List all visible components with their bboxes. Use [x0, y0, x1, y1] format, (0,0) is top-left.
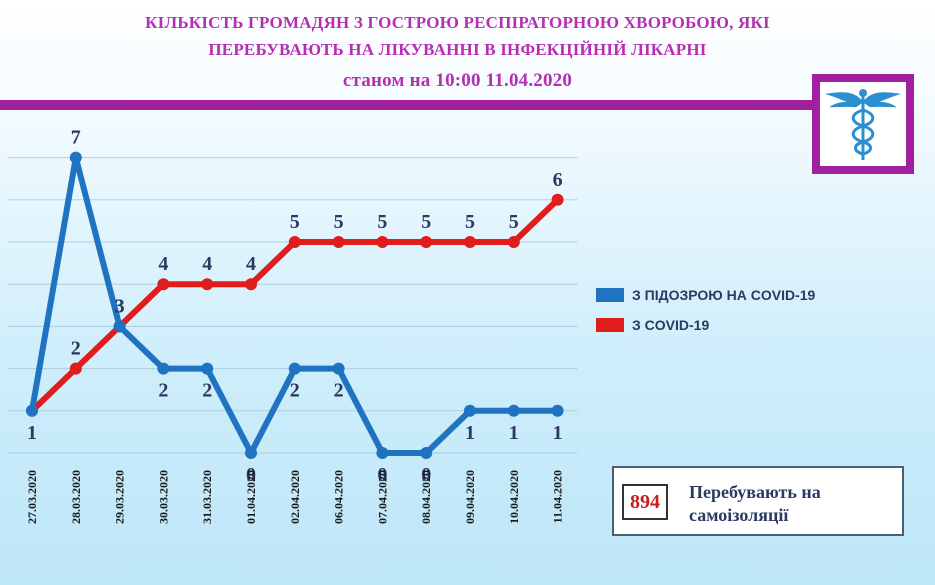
- data-point-covid: [332, 236, 345, 248]
- data-point-covid: [157, 278, 170, 291]
- data-point-covid: [245, 278, 257, 291]
- self-isolation-box: 894 Перебувають на самоізоляції: [612, 466, 904, 536]
- data-label-covid: 3: [115, 295, 125, 317]
- data-label-covid: 6: [553, 169, 563, 191]
- legend-item-covid: З COVID-19: [596, 317, 709, 333]
- data-point-suspected: [464, 404, 476, 417]
- data-label-suspected: 2: [202, 380, 212, 402]
- x-tick-label: 07.04.2020: [375, 470, 389, 524]
- data-label-covid: 5: [421, 211, 431, 233]
- x-tick-label: 29.03.2020: [113, 470, 127, 524]
- data-label-covid: 5: [377, 211, 387, 233]
- legend-swatch-suspected: [596, 288, 624, 302]
- x-tick-label: 08.04.2020: [419, 470, 433, 524]
- self-isolation-label-line-2: самоізоляції: [689, 505, 789, 525]
- x-tick-label: 30.03.2020: [156, 470, 170, 524]
- data-point-suspected: [69, 151, 82, 164]
- data-label-covid: 4: [158, 253, 168, 275]
- data-point-suspected: [376, 447, 389, 459]
- x-tick-label: 11.04.2020: [551, 470, 565, 523]
- x-tick-label: 27.03.2020: [25, 470, 39, 524]
- chart-title-line-3: станом на 10:00 11.04.2020: [342, 70, 573, 91]
- x-tick-label: 31.03.2020: [200, 470, 214, 524]
- data-label-suspected: 1: [553, 422, 563, 444]
- data-label-covid: 5: [334, 211, 344, 233]
- data-label-covid: 4: [246, 253, 256, 275]
- x-tick-label: 02.04.2020: [288, 470, 302, 524]
- data-label-covid: 4: [202, 253, 212, 275]
- x-tick-label: 01.04.2020: [244, 470, 258, 524]
- x-tick-label: 10.04.2020: [507, 470, 521, 524]
- chart-title-line-1: КІЛЬКІСТЬ ГРОМАДЯН З ГОСТРОЮ РЕСПІРАТОРН…: [145, 13, 770, 32]
- header-divider: [0, 100, 812, 110]
- data-point-suspected: [201, 362, 214, 375]
- data-label-suspected: 2: [158, 380, 168, 402]
- data-point-covid: [420, 236, 433, 248]
- data-point-suspected: [420, 447, 433, 459]
- data-point-covid: [69, 362, 82, 375]
- data-label-suspected: 1: [27, 422, 37, 444]
- data-point-suspected: [157, 362, 170, 375]
- logo-frame: [812, 74, 914, 174]
- data-label-covid: 5: [509, 211, 519, 233]
- data-point-covid: [201, 278, 214, 291]
- x-axis-tick-labels: 27.03.2020 28.03.2020 29.03.2020 30.03.2020…: [25, 470, 565, 524]
- data-label-suspected: 1: [509, 422, 519, 444]
- data-point-suspected: [288, 362, 301, 375]
- data-label-covid: 2: [71, 338, 81, 360]
- x-tick-label: 28.03.2020: [69, 470, 83, 524]
- data-point-suspected: [26, 404, 38, 417]
- data-point-covid: [376, 236, 389, 248]
- legend-item-suspected: З ПІДОЗРОЮ НА COVID-19: [596, 287, 815, 303]
- series-line-suspected: [29, 154, 561, 456]
- legend-label-covid: З COVID-19: [632, 317, 710, 333]
- chart-title-line-2: ПЕРЕБУВАЮТЬ НА ЛІКУВАННІ В ІНФЕКЦІЙНІЙ Л…: [208, 40, 707, 59]
- data-label-covid: 5: [465, 211, 475, 233]
- data-label-suspected: 2: [290, 380, 300, 402]
- legend-swatch-covid: [596, 318, 624, 332]
- data-label-covid: 5: [290, 211, 300, 233]
- data-point-suspected: [507, 404, 520, 417]
- data-point-suspected: [245, 447, 257, 459]
- data-point-covid: [507, 236, 520, 248]
- data-point-suspected: [332, 362, 345, 375]
- legend-label-suspected: З ПІДОЗРОЮ НА COVID-19: [632, 287, 816, 303]
- data-label-suspected: 3: [115, 295, 125, 317]
- data-label-suspected: 7: [71, 127, 81, 149]
- data-point-covid: [288, 236, 301, 248]
- self-isolation-label: Перебувають на самоізоляції: [689, 481, 889, 527]
- data-label-suspected: 0: [246, 464, 256, 486]
- self-isolation-label-line-1: Перебувають на: [689, 482, 821, 502]
- data-label-suspected: 0: [377, 464, 387, 486]
- data-label-suspected: 1: [465, 422, 475, 444]
- data-point-suspected: [113, 320, 126, 333]
- data-point-suspected: [551, 404, 564, 417]
- x-tick-label: 06.04.2020: [332, 470, 346, 524]
- data-label-suspected: 0: [421, 464, 431, 486]
- chart-series: [26, 151, 564, 459]
- caduceus-icon: [825, 89, 901, 160]
- data-label-suspected: 2: [334, 380, 344, 402]
- data-point-covid: [464, 236, 476, 248]
- x-tick-label: 09.04.2020: [463, 470, 477, 524]
- self-isolation-count: 894: [622, 484, 668, 520]
- data-point-covid: [551, 193, 564, 206]
